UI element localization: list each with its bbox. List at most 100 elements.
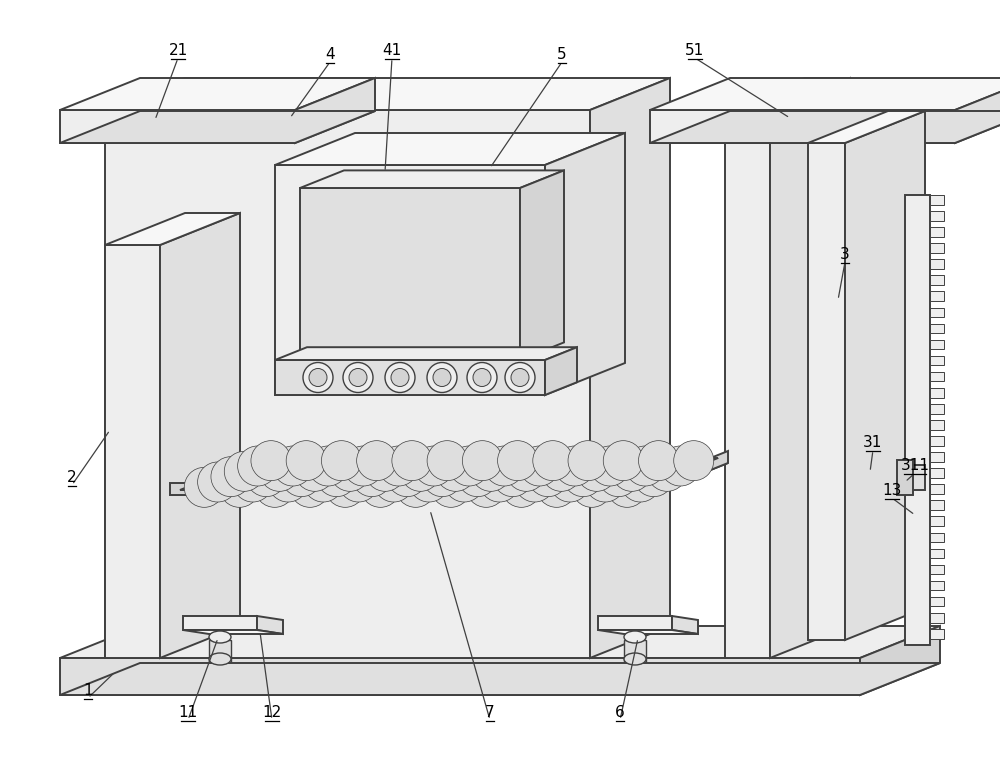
- Circle shape: [577, 451, 617, 491]
- Ellipse shape: [624, 631, 646, 643]
- Circle shape: [260, 451, 300, 491]
- Polygon shape: [930, 291, 944, 301]
- Polygon shape: [170, 463, 728, 495]
- Circle shape: [498, 441, 538, 481]
- Polygon shape: [257, 616, 283, 634]
- Circle shape: [349, 369, 367, 387]
- Polygon shape: [930, 307, 944, 317]
- Text: 5: 5: [557, 47, 567, 62]
- Text: 31: 31: [863, 435, 883, 450]
- Circle shape: [286, 441, 326, 481]
- Circle shape: [357, 441, 397, 481]
- Circle shape: [471, 451, 511, 491]
- Polygon shape: [930, 500, 944, 510]
- Polygon shape: [930, 260, 944, 269]
- Circle shape: [295, 451, 335, 491]
- Polygon shape: [905, 465, 925, 490]
- Circle shape: [493, 456, 533, 497]
- Circle shape: [563, 456, 603, 497]
- Polygon shape: [930, 436, 944, 446]
- Circle shape: [607, 467, 647, 507]
- Circle shape: [598, 456, 638, 497]
- Polygon shape: [930, 195, 944, 204]
- Polygon shape: [295, 78, 375, 143]
- Polygon shape: [60, 658, 860, 695]
- Circle shape: [391, 369, 409, 387]
- Circle shape: [528, 456, 568, 497]
- Polygon shape: [725, 78, 850, 110]
- Circle shape: [555, 446, 595, 486]
- Circle shape: [317, 456, 357, 497]
- Circle shape: [360, 467, 400, 507]
- Text: 51: 51: [685, 43, 705, 58]
- Polygon shape: [650, 111, 1000, 143]
- Circle shape: [387, 456, 427, 497]
- Circle shape: [590, 446, 630, 486]
- Polygon shape: [275, 360, 545, 395]
- Circle shape: [436, 451, 476, 491]
- Polygon shape: [60, 78, 375, 110]
- Circle shape: [290, 467, 330, 507]
- Text: 6: 6: [615, 705, 625, 720]
- Polygon shape: [930, 613, 944, 622]
- Polygon shape: [930, 404, 944, 413]
- Circle shape: [321, 441, 361, 481]
- Ellipse shape: [624, 653, 646, 665]
- Ellipse shape: [209, 631, 231, 643]
- Circle shape: [515, 462, 555, 502]
- Circle shape: [246, 456, 286, 497]
- Polygon shape: [60, 663, 940, 695]
- Polygon shape: [672, 616, 698, 634]
- Polygon shape: [930, 372, 944, 382]
- Text: 4: 4: [325, 47, 335, 62]
- Circle shape: [330, 451, 370, 491]
- Polygon shape: [300, 188, 520, 360]
- Circle shape: [303, 363, 333, 392]
- Polygon shape: [650, 78, 1000, 110]
- Polygon shape: [930, 420, 944, 430]
- Circle shape: [422, 456, 462, 497]
- Text: 311: 311: [900, 458, 930, 473]
- Polygon shape: [930, 227, 944, 237]
- Circle shape: [533, 441, 573, 481]
- Circle shape: [273, 446, 313, 486]
- Text: 12: 12: [262, 705, 282, 720]
- Circle shape: [396, 467, 436, 507]
- Circle shape: [674, 441, 714, 481]
- Circle shape: [550, 462, 590, 502]
- Polygon shape: [845, 111, 925, 640]
- Polygon shape: [183, 616, 257, 630]
- Polygon shape: [60, 626, 940, 658]
- Polygon shape: [955, 78, 1000, 143]
- Polygon shape: [60, 110, 295, 143]
- Circle shape: [220, 467, 260, 507]
- Polygon shape: [930, 211, 944, 221]
- Circle shape: [385, 363, 415, 392]
- Polygon shape: [930, 452, 944, 462]
- Polygon shape: [930, 388, 944, 397]
- Circle shape: [343, 446, 383, 486]
- Circle shape: [519, 446, 559, 486]
- Circle shape: [484, 446, 524, 486]
- Circle shape: [458, 456, 498, 497]
- Polygon shape: [590, 78, 670, 658]
- Circle shape: [466, 467, 506, 507]
- Circle shape: [309, 369, 327, 387]
- Polygon shape: [275, 347, 577, 360]
- Circle shape: [431, 467, 471, 507]
- Polygon shape: [648, 451, 728, 495]
- Circle shape: [374, 462, 414, 502]
- Circle shape: [325, 467, 365, 507]
- Circle shape: [634, 456, 674, 497]
- Polygon shape: [930, 323, 944, 333]
- Circle shape: [511, 369, 529, 387]
- Bar: [209, 640, 231, 662]
- Bar: [624, 640, 646, 662]
- Text: 2: 2: [67, 470, 77, 485]
- Circle shape: [660, 446, 700, 486]
- Polygon shape: [105, 78, 670, 110]
- Polygon shape: [300, 170, 564, 188]
- Polygon shape: [520, 170, 564, 360]
- Polygon shape: [930, 581, 944, 590]
- Circle shape: [620, 462, 660, 502]
